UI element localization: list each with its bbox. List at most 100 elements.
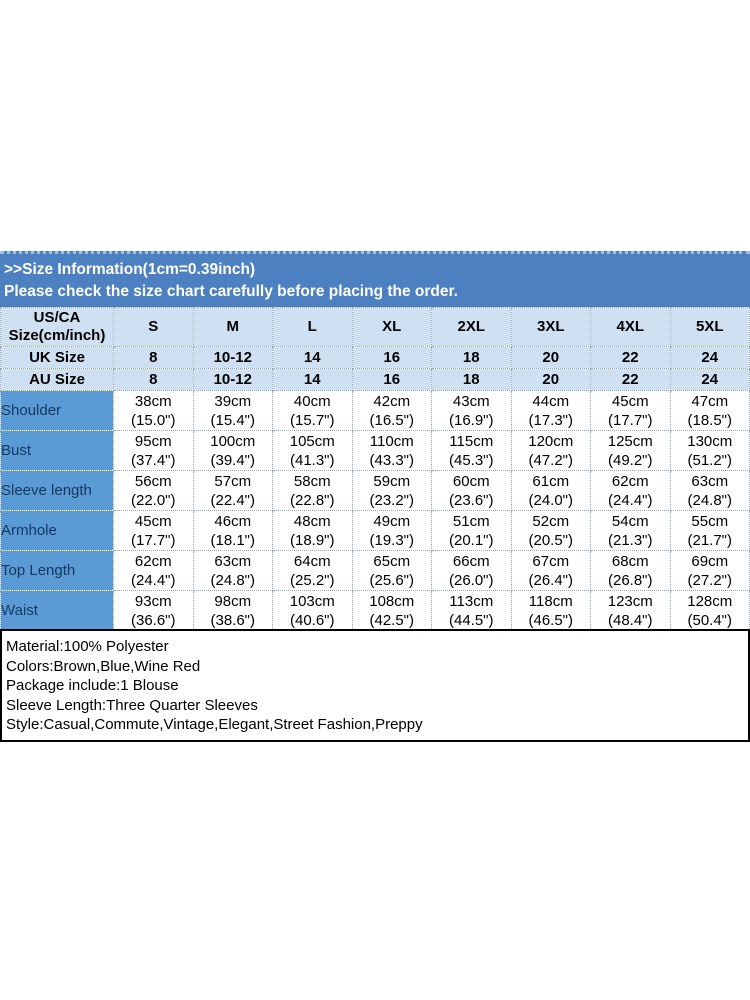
measurement-row: Waist 93cm (36.6") 98cm (38.6") 103cm (40.6") 1…	[0, 590, 750, 631]
measurement-row-label: Waist	[0, 590, 114, 631]
measurement-inch-value: (26.0")	[448, 571, 494, 589]
region-row-label: UK Size	[0, 346, 114, 369]
measurement-cm-value: 125cm	[607, 432, 653, 450]
region-size-value: 10-12	[192, 346, 273, 369]
measurement-cm-value: 69cm	[691, 552, 729, 570]
measurement-cell: 45cm (17.7")	[590, 390, 671, 431]
measurement-cm-value: 120cm	[528, 432, 574, 450]
region-size-value: 16	[351, 368, 432, 391]
measurement-inch-value: (48.4")	[607, 611, 653, 629]
size-chart-table: US/CA Size(cm/inch) S M L XL 2XL 3XL 4XL 5XL UK…	[0, 307, 750, 631]
measurement-cell: 68cm (26.8")	[590, 550, 671, 591]
measurement-inch-value: (46.5")	[528, 611, 573, 629]
measurement-cell: 65cm (25.6")	[351, 550, 432, 591]
measurement-cm-value: 123cm	[607, 592, 653, 610]
measurement-inch-value: (22.4")	[210, 491, 255, 509]
measurement-cm-value: 62cm	[134, 552, 172, 570]
measurement-inch-value: (22.0")	[130, 491, 176, 509]
measurement-cell: 100cm (39.4")	[192, 430, 273, 471]
measurement-cm-value: 110cm	[369, 432, 414, 450]
measurement-cm-value: 64cm	[293, 552, 331, 570]
measurement-cm-value: 95cm	[134, 432, 172, 450]
measurement-cm-value: 115cm	[449, 432, 494, 450]
measurement-cell: 56cm (22.0")	[113, 470, 194, 511]
measurement-inch-value: (25.2")	[289, 571, 335, 589]
region-size-value: 22	[590, 368, 671, 391]
measurement-row-label: Armhole	[0, 510, 114, 551]
measurement-inch-value: (40.6")	[289, 611, 335, 629]
banner-subtitle: Please check the size chart carefully be…	[4, 283, 458, 300]
measurement-inch-value: (21.7")	[687, 531, 732, 549]
measurement-inch-value: (24.8")	[687, 491, 732, 509]
region-size-row: AU Size 8 10-12 14 16 18 20 22 24	[0, 368, 750, 391]
measurement-cm-value: 98cm	[214, 592, 252, 610]
measurement-cell: 63cm (24.8")	[192, 550, 273, 591]
corner-line1: US/CA	[33, 309, 81, 326]
measurement-cell: 93cm (36.6")	[113, 590, 194, 631]
measurement-cell: 128cm (50.4")	[669, 590, 750, 631]
measurement-cell: 108cm (42.5")	[351, 590, 432, 631]
measurement-inch-value: (23.2")	[369, 491, 414, 509]
region-size-value: 24	[669, 368, 750, 391]
measurement-cell: 45cm (17.7")	[113, 510, 194, 551]
measurement-row-label: Top Length	[0, 550, 114, 591]
measurement-cm-value: 38cm	[134, 392, 172, 410]
measurement-row: Armhole 45cm (17.7") 46cm (18.1") 48cm (18.9")…	[0, 510, 750, 551]
region-row-label: AU Size	[0, 368, 114, 391]
measurement-cm-value: 93cm	[134, 592, 172, 610]
measurement-cm-value: 46cm	[214, 512, 252, 530]
measurement-cell: 62cm (24.4")	[590, 470, 671, 511]
measurement-cm-value: 40cm	[293, 392, 331, 410]
measurement-cell: 98cm (38.6")	[192, 590, 273, 631]
measurement-row: Bust 95cm (37.4") 100cm (39.4") 105cm (41.3") 1…	[0, 430, 750, 471]
measurement-inch-value: (36.6")	[130, 611, 176, 629]
measurement-inch-value: (27.2")	[687, 571, 732, 589]
measurement-cm-value: 39cm	[214, 392, 252, 410]
measurement-cell: 66cm (26.0")	[431, 550, 512, 591]
region-size-value: 16	[351, 346, 432, 369]
measurement-cell: 110cm (43.3")	[351, 430, 432, 471]
measurement-cell: 54cm (21.3")	[590, 510, 671, 551]
region-size-value: 8	[113, 368, 194, 391]
measurement-inch-value: (18.5")	[687, 411, 732, 429]
region-size-value: 14	[272, 368, 353, 391]
measurement-row: Top Length 62cm (24.4") 63cm (24.8") 64cm (25.…	[0, 550, 750, 591]
measurement-cell: 62cm (24.4")	[113, 550, 194, 591]
region-size-value: 18	[431, 368, 512, 391]
measurement-cm-value: 56cm	[134, 472, 172, 490]
measurement-inch-value: (47.2")	[528, 451, 573, 469]
measurement-inch-value: (21.3")	[607, 531, 653, 549]
measurement-cm-value: 108cm	[369, 592, 415, 610]
region-size-value: 22	[590, 346, 671, 369]
measurement-inch-value: (42.5")	[369, 611, 414, 629]
measurement-inch-value: (50.4")	[687, 611, 732, 629]
product-detail-line: Colors:Brown,Blue,Wine Red	[6, 657, 201, 675]
measurement-inch-value: (24.4")	[607, 491, 653, 509]
measurement-cell: 63cm (24.8")	[669, 470, 750, 511]
measurement-cell: 48cm (18.9")	[272, 510, 353, 551]
measurement-cell: 42cm (16.5")	[351, 390, 432, 431]
measurement-cm-value: 51cm	[452, 512, 490, 530]
measurement-cell: 105cm (41.3")	[272, 430, 353, 471]
measurement-cell: 113cm (44.5")	[431, 590, 512, 631]
region-size-value: 20	[510, 346, 591, 369]
measurement-cm-value: 59cm	[373, 472, 411, 490]
measurement-cm-value: 57cm	[214, 472, 252, 490]
measurement-cm-value: 100cm	[210, 432, 256, 450]
measurement-cell: 123cm (48.4")	[590, 590, 671, 631]
measurement-cm-value: 68cm	[611, 552, 649, 570]
measurement-cm-value: 60cm	[452, 472, 490, 490]
measurement-cell: 39cm (15.4")	[192, 390, 273, 431]
measurement-cell: 52cm (20.5")	[510, 510, 591, 551]
measurement-cm-value: 63cm	[691, 472, 729, 490]
measurement-inch-value: (15.0")	[130, 411, 176, 429]
measurement-cm-value: 43cm	[452, 392, 490, 410]
measurement-cell: 115cm (45.3")	[431, 430, 512, 471]
size-column-header: M	[192, 307, 273, 347]
measurement-inch-value: (20.1")	[448, 531, 494, 549]
product-details-box: Material:100% Polyester Colors:Brown,Blue…	[0, 629, 750, 742]
measurement-row-label: Shoulder	[0, 390, 114, 431]
measurement-inch-value: (39.4")	[210, 451, 255, 469]
measurement-inch-value: (25.6")	[369, 571, 414, 589]
region-size-value: 18	[431, 346, 512, 369]
